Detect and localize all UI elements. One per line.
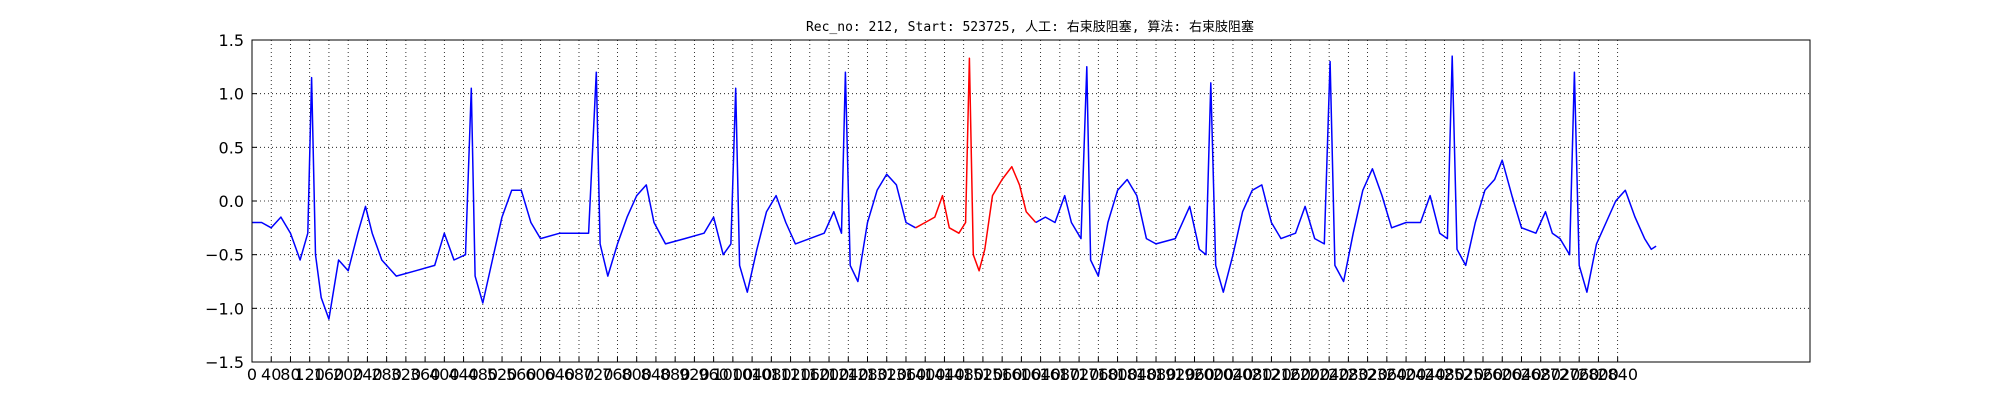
x-tick-label: 1240 <box>828 365 869 384</box>
x-tick-label: 1160 <box>789 365 830 384</box>
x-tick-label: 400 <box>429 365 460 384</box>
x-tick-label: 1680 <box>1039 365 1080 384</box>
x-tick-label: 80 <box>280 365 300 384</box>
x-tick-label: 2760 <box>1559 365 1600 384</box>
y-axis: −1.5 −1.0 −0.5 0.0 0.5 1.0 1.5 <box>205 31 257 372</box>
x-tick-label: 960 <box>698 365 729 384</box>
x-tick-label: 2160 <box>1270 365 1311 384</box>
y-tick-label: −1.5 <box>205 353 244 372</box>
x-tick-label: 1320 <box>866 365 907 384</box>
x-tick-label: 800 <box>621 365 652 384</box>
x-tick-label: 2280 <box>1328 365 1369 384</box>
x-tick-label: 1920 <box>1155 365 1196 384</box>
x-tick-label: 760 <box>602 365 633 384</box>
signal-segment-1 <box>252 71 916 320</box>
x-tick-label: 920 <box>679 365 710 384</box>
x-tick-label: 2080 <box>1232 365 1273 384</box>
x-tick-label: 720 <box>583 365 614 384</box>
x-tick-label: 2480 <box>1424 365 1465 384</box>
x-tick-label: 1200 <box>809 365 850 384</box>
x-tick-label: 2560 <box>1463 365 1504 384</box>
x-tick-label: 240 <box>352 365 383 384</box>
x-tick-label: 320 <box>391 365 422 384</box>
signal-segment-2 <box>915 57 1037 272</box>
x-tick-label: 560 <box>506 365 537 384</box>
x-tick-label: 1960 <box>1174 365 1215 384</box>
x-tick-label: 640 <box>544 365 575 384</box>
y-tick-label: −0.5 <box>205 246 244 265</box>
x-tick-label: 1600 <box>1001 365 1042 384</box>
x-tick-label: 2720 <box>1540 365 1581 384</box>
x-tick-label: 840 <box>641 365 672 384</box>
x-tick-label: 2800 <box>1578 365 1619 384</box>
x-tick-label: 2640 <box>1501 365 1542 384</box>
x-tick-label: 1280 <box>847 365 888 384</box>
x-tick-label: 2040 <box>1213 365 1254 384</box>
x-tick-label: 1000 <box>713 365 754 384</box>
x-tick-label: 2600 <box>1482 365 1523 384</box>
y-tick-label: 0.0 <box>219 192 244 211</box>
y-tick-label: −1.0 <box>205 299 244 318</box>
x-tick-label: 280 <box>371 365 402 384</box>
x-tick-label: 2200 <box>1290 365 1331 384</box>
y-tick-label: 0.5 <box>219 138 244 157</box>
x-tick-label: 1480 <box>943 365 984 384</box>
chart-title: Rec_no: 212, Start: 523725, 人工: 右束肢阻塞, 算… <box>806 19 1254 35</box>
x-tick-label: 1520 <box>963 365 1004 384</box>
x-tick-label: 120 <box>294 365 325 384</box>
x-tick-label: 2440 <box>1405 365 1446 384</box>
x-tick-label: 2360 <box>1366 365 1407 384</box>
x-tick-label: 1800 <box>1097 365 1138 384</box>
x-tick-label: 1640 <box>1020 365 1061 384</box>
x-tick-label: 2520 <box>1443 365 1484 384</box>
x-tick-label: 2680 <box>1520 365 1561 384</box>
x-tick-label: 1360 <box>886 365 927 384</box>
x-axis: 0 408012016020024028032036040044048052056… <box>247 357 1638 384</box>
x-tick-label: 680 <box>564 365 595 384</box>
x-tick-label: 2120 <box>1251 365 1292 384</box>
x-tick-label: 520 <box>487 365 518 384</box>
x-tick-label: 600 <box>525 365 556 384</box>
x-tick-label: 1040 <box>732 365 773 384</box>
x-tick-label: 1080 <box>751 365 792 384</box>
signal-series <box>252 55 1657 320</box>
x-tick-label: 880 <box>660 365 691 384</box>
x-tick-label: 1720 <box>1059 365 1100 384</box>
x-tick-label: 2400 <box>1386 365 1427 384</box>
x-tick-label: 480 <box>468 365 499 384</box>
y-tick-label: 1.0 <box>219 85 244 104</box>
x-tick-label: 160 <box>314 365 345 384</box>
x-tick-label: 1120 <box>770 365 811 384</box>
x-tick-label: 0 <box>247 365 257 384</box>
x-tick-label: 440 <box>448 365 479 384</box>
x-tick-label: 1880 <box>1136 365 1177 384</box>
signal-segment-3 <box>1035 55 1657 293</box>
x-tick-label: 1560 <box>982 365 1023 384</box>
x-tick-label: 2000 <box>1193 365 1234 384</box>
x-tick-label: 1840 <box>1116 365 1157 384</box>
x-tick-label: 1760 <box>1078 365 1119 384</box>
x-tick-label: 2320 <box>1347 365 1388 384</box>
grid-lines <box>251 39 1810 363</box>
x-tick-label: 200 <box>333 365 364 384</box>
x-tick-label: 1400 <box>905 365 946 384</box>
y-tick-label: 1.5 <box>219 31 244 50</box>
x-tick-label: 40 <box>261 365 281 384</box>
x-tick-label: 2840 <box>1597 365 1638 384</box>
x-tick-label: 2240 <box>1309 365 1350 384</box>
x-tick-label: 1440 <box>924 365 965 384</box>
x-tick-label: 360 <box>410 365 441 384</box>
